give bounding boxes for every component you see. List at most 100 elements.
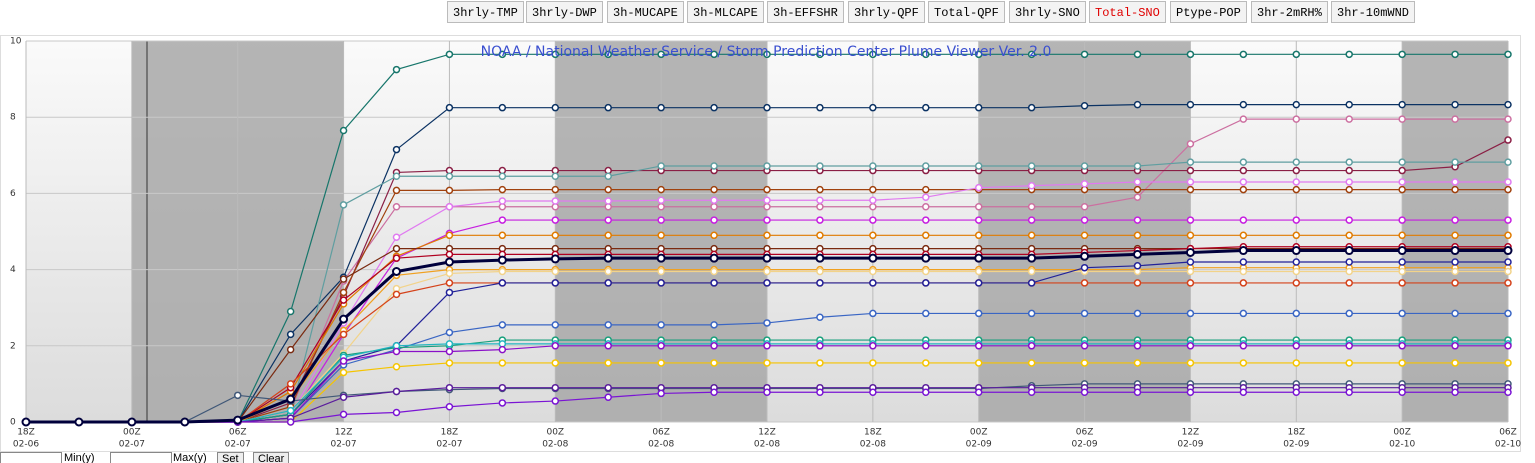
y-tick-label: 10 — [10, 37, 22, 47]
data-point — [1186, 258, 1195, 266]
data-point — [1503, 246, 1513, 256]
data-point — [1504, 359, 1512, 367]
data-point — [1186, 166, 1195, 175]
data-point — [922, 162, 930, 170]
data-point — [1186, 100, 1195, 109]
data-point — [1345, 178, 1353, 186]
data-point — [974, 279, 983, 287]
data-point — [339, 275, 348, 283]
data-point — [816, 196, 824, 205]
data-point — [1344, 246, 1354, 256]
data-point — [1504, 158, 1512, 166]
plot-button[interactable]: 3hr-2mRH% — [1251, 1, 1328, 23]
data-point — [869, 359, 877, 367]
data-point — [710, 202, 718, 211]
data-point — [1345, 100, 1353, 109]
data-point — [1080, 251, 1090, 261]
data-point — [445, 50, 454, 59]
data-point — [922, 388, 930, 397]
data-point — [1292, 342, 1301, 350]
data-point — [710, 196, 718, 205]
data-point — [603, 253, 613, 263]
data-point — [392, 145, 401, 154]
data-point — [1451, 258, 1459, 266]
data-point — [1504, 178, 1512, 186]
plot-button[interactable]: 3hrly-DWP — [526, 1, 603, 23]
clear-button[interactable]: Clear — [253, 452, 290, 463]
data-point — [445, 403, 454, 411]
plot-button[interactable]: 3hrly-SNO — [1009, 1, 1086, 23]
plot-button[interactable]: 3hrly-TMP — [447, 1, 524, 23]
data-point — [710, 162, 718, 170]
data-point — [392, 408, 401, 417]
data-point — [1133, 162, 1142, 170]
plot-button[interactable]: 3h-MUCAPE — [607, 1, 684, 23]
data-point — [1027, 359, 1036, 367]
data-point — [1027, 216, 1036, 224]
data-point — [816, 388, 824, 397]
data-point — [339, 393, 348, 401]
data-point — [604, 359, 612, 367]
data-point — [922, 267, 930, 276]
max-input[interactable] — [110, 452, 172, 463]
data-point — [498, 185, 507, 194]
data-point — [1398, 267, 1406, 276]
data-point — [974, 359, 983, 367]
data-point — [339, 126, 348, 135]
data-point — [816, 162, 824, 170]
plot-button[interactable]: 3h-EFFSHR — [767, 1, 844, 23]
x-tick-label: 00Z — [546, 428, 564, 438]
data-point — [1398, 158, 1406, 166]
data-point — [1292, 231, 1301, 240]
data-point — [1239, 216, 1248, 224]
data-point — [1080, 231, 1089, 240]
data-point — [1451, 178, 1459, 186]
data-point — [922, 342, 930, 350]
data-point — [1080, 202, 1089, 211]
data-point — [392, 233, 401, 241]
data-point — [1080, 50, 1089, 59]
data-point — [816, 342, 824, 350]
plot-button[interactable]: Total-QPF — [928, 1, 1005, 23]
data-point — [869, 388, 877, 397]
data-point — [1133, 231, 1142, 240]
data-point — [1398, 279, 1406, 287]
x-tick-label: 02-06 — [13, 440, 39, 450]
data-point — [816, 359, 824, 367]
data-point — [286, 380, 295, 388]
data-point — [1292, 309, 1301, 318]
data-point — [1027, 182, 1036, 190]
data-point — [974, 388, 983, 397]
data-point — [815, 253, 825, 263]
data-point — [974, 253, 984, 263]
data-point — [763, 342, 771, 350]
min-input[interactable] — [0, 452, 62, 463]
data-point — [710, 103, 718, 112]
data-point — [1133, 249, 1142, 259]
data-point — [816, 216, 824, 224]
data-point — [551, 397, 560, 405]
data-point — [1504, 185, 1512, 194]
data-point — [1345, 158, 1353, 166]
plot-button[interactable]: Ptype-POP — [1170, 1, 1247, 23]
data-point — [1186, 178, 1195, 186]
data-point — [763, 196, 771, 205]
data-point — [869, 231, 877, 240]
data-point — [657, 321, 665, 329]
plot-button[interactable]: 3hrly-QPF — [848, 1, 925, 23]
data-point — [1504, 279, 1512, 287]
data-point — [710, 185, 718, 194]
data-point — [445, 383, 454, 392]
data-point — [1239, 158, 1248, 166]
data-point — [1504, 231, 1512, 240]
data-point — [1504, 136, 1512, 144]
x-tick-label: 06Z — [1076, 428, 1094, 438]
y-tick-label: 8 — [10, 113, 16, 123]
plot-button[interactable]: 3h-MLCAPE — [687, 1, 764, 23]
plot-button[interactable]: Total-SNO — [1089, 1, 1166, 23]
data-point — [604, 267, 612, 276]
y-tick-label: 4 — [10, 265, 16, 275]
plot-button[interactable]: 3hr-10mWND — [1331, 1, 1416, 23]
data-point — [1292, 258, 1301, 266]
set-button[interactable]: Set — [217, 452, 244, 463]
